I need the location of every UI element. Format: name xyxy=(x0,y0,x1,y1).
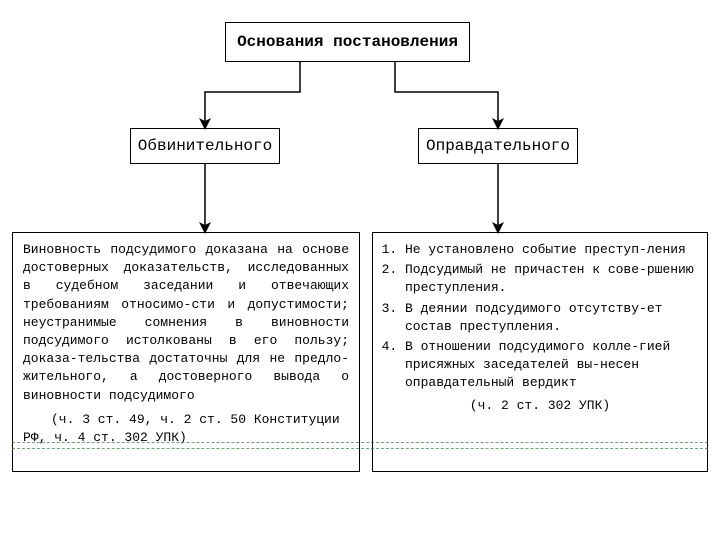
node-right-mid: Оправдательного xyxy=(418,128,578,164)
wavy-line xyxy=(12,448,708,449)
node-right-mid-label: Оправдательного xyxy=(426,137,570,155)
list-item: Не установлено событие преступ-ления xyxy=(405,241,697,259)
node-left-mid-label: Обвинительного xyxy=(138,137,272,155)
node-root-label: Основания постановления xyxy=(237,33,458,51)
node-left-leaf: Виновность подсудимого доказана на основ… xyxy=(12,232,360,472)
edge xyxy=(395,62,498,124)
wavy-line xyxy=(12,442,708,443)
list-item: В деянии подсудимого отсутству-ет состав… xyxy=(405,300,697,336)
node-right-leaf: Не установлено событие преступ-ления Под… xyxy=(372,232,708,472)
list-item: Подсудимый не причастен к сове-ршению пр… xyxy=(405,261,697,297)
node-left-mid: Обвинительного xyxy=(130,128,280,164)
node-root: Основания постановления xyxy=(225,22,470,62)
left-leaf-body: Виновность подсудимого доказана на основ… xyxy=(23,241,349,405)
diagram-canvas: Основания постановления Обвинительного О… xyxy=(0,0,720,540)
right-leaf-list: Не установлено событие преступ-ления Под… xyxy=(383,241,697,393)
edge xyxy=(205,62,300,124)
right-leaf-ref: (ч. 2 ст. 302 УПК) xyxy=(383,397,697,415)
list-item: В отношении подсудимого колле-гией прися… xyxy=(405,338,697,393)
